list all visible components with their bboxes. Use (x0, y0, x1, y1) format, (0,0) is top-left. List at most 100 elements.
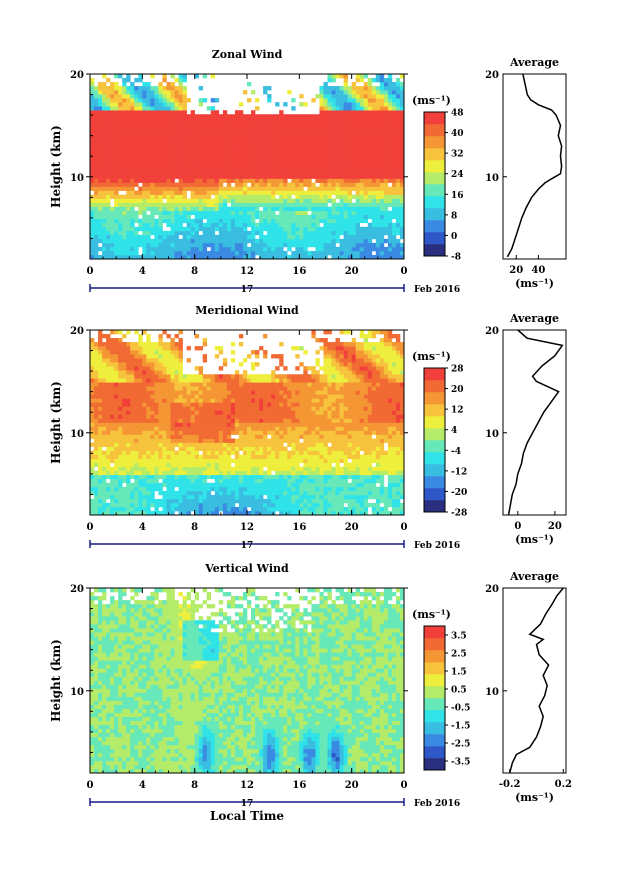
heatmap-cell (183, 479, 187, 483)
heatmap-cell (311, 231, 315, 235)
heatmap-cell (166, 134, 170, 138)
heatmap-cell (118, 410, 122, 414)
heatmap-cell (154, 350, 158, 354)
heatmap-cell (380, 207, 384, 211)
heatmap-cell (187, 346, 191, 350)
heatmap-cell (118, 418, 122, 422)
heatmap-cell (134, 342, 138, 346)
heatmap-cell (255, 98, 259, 102)
heatmap-cell (279, 146, 283, 150)
heatmap-cell (227, 175, 231, 179)
heatmap-cell (106, 414, 110, 418)
heatmap-cell (134, 451, 138, 455)
heatmap-cell (223, 191, 227, 195)
heatmap-cell (211, 487, 215, 491)
heatmap-cell (376, 118, 380, 122)
heatmap-cell (179, 146, 183, 150)
heatmap-cell (211, 507, 215, 511)
heatmap-cell (110, 358, 114, 362)
heatmap-cell (191, 455, 195, 459)
heatmap-cell (396, 199, 400, 203)
heatmap-cell (303, 227, 307, 231)
heatmap-cell (166, 175, 170, 179)
heatmap-cell (114, 239, 118, 243)
heatmap-cell (146, 342, 150, 346)
heatmap-cell (90, 106, 94, 110)
heatmap-cell (388, 195, 392, 199)
heatmap-cell (319, 118, 323, 122)
heatmap-cell (94, 390, 98, 394)
heatmap-cell (110, 447, 114, 451)
heatmap-cell (392, 118, 396, 122)
heatmap-cell (110, 142, 114, 146)
heatmap-cell (388, 171, 392, 175)
heatmap-cell (203, 158, 207, 162)
heatmap-cell (179, 439, 183, 443)
heatmap-cell (175, 394, 179, 398)
heatmap-cell (299, 199, 303, 203)
heatmap-cell (102, 431, 106, 435)
heatmap-cell (195, 154, 199, 158)
heatmap-cell (239, 410, 243, 414)
heatmap-cell (344, 235, 348, 239)
heatmap-cell (106, 431, 110, 435)
heatmap-cell (130, 243, 134, 247)
heatmap-cell (319, 251, 323, 255)
heatmap-cell (396, 203, 400, 207)
heatmap-cell (118, 195, 122, 199)
heatmap-cell (259, 126, 263, 130)
heatmap-cell (171, 366, 175, 370)
heatmap-cell (368, 134, 372, 138)
heatmap-cell (315, 243, 319, 247)
heatmap-cell (243, 410, 247, 414)
heatmap-cell (223, 154, 227, 158)
heatmap-cell (199, 390, 203, 394)
heatmap-cell (396, 195, 400, 199)
heatmap-cell (106, 138, 110, 142)
heatmap-cell (243, 215, 247, 219)
heatmap-cell (102, 86, 106, 90)
heatmap-cell (271, 126, 275, 130)
heatmap-cell (134, 398, 138, 402)
heatmap-cell (162, 138, 166, 142)
heatmap-cell (315, 122, 319, 126)
heatmap-cell (94, 459, 98, 463)
heatmap-cell (158, 142, 162, 146)
heatmap-cell (146, 142, 150, 146)
heatmap-cell (211, 146, 215, 150)
heatmap-cell (195, 487, 199, 491)
heatmap-cell (239, 251, 243, 255)
heatmap-cell (98, 122, 102, 126)
heatmap-cell (287, 130, 291, 134)
heatmap-cell (171, 467, 175, 471)
heatmap-cell (247, 423, 251, 427)
heatmap-cell (227, 439, 231, 443)
heatmap-cell (255, 142, 259, 146)
heatmap-cell (332, 239, 336, 243)
heatmap-cell (291, 158, 295, 162)
heatmap-cell (372, 199, 376, 203)
heatmap-cell (364, 227, 368, 231)
heatmap-cell (223, 243, 227, 247)
heatmap-cell (360, 142, 364, 146)
heatmap-cell (110, 154, 114, 158)
heatmap-cell (223, 423, 227, 427)
heatmap-cell (396, 130, 400, 134)
heatmap-cell (364, 134, 368, 138)
heatmap-cell (215, 378, 219, 382)
heatmap-cell (130, 507, 134, 511)
heatmap-cell (219, 114, 223, 118)
heatmap-cell (311, 239, 315, 243)
heatmap-cell (142, 199, 146, 203)
heatmap-cell (319, 247, 323, 251)
heatmap-cell (158, 374, 162, 378)
heatmap-cell (340, 207, 344, 211)
heatmap-cell (106, 94, 110, 98)
heatmap-cell (138, 342, 142, 346)
heatmap-cell (267, 179, 271, 183)
heatmap-cell (336, 106, 340, 110)
heatmap-cell (90, 406, 94, 410)
heatmap-cell (102, 471, 106, 475)
heatmap-cell (199, 98, 203, 102)
heatmap-cell (118, 487, 122, 491)
